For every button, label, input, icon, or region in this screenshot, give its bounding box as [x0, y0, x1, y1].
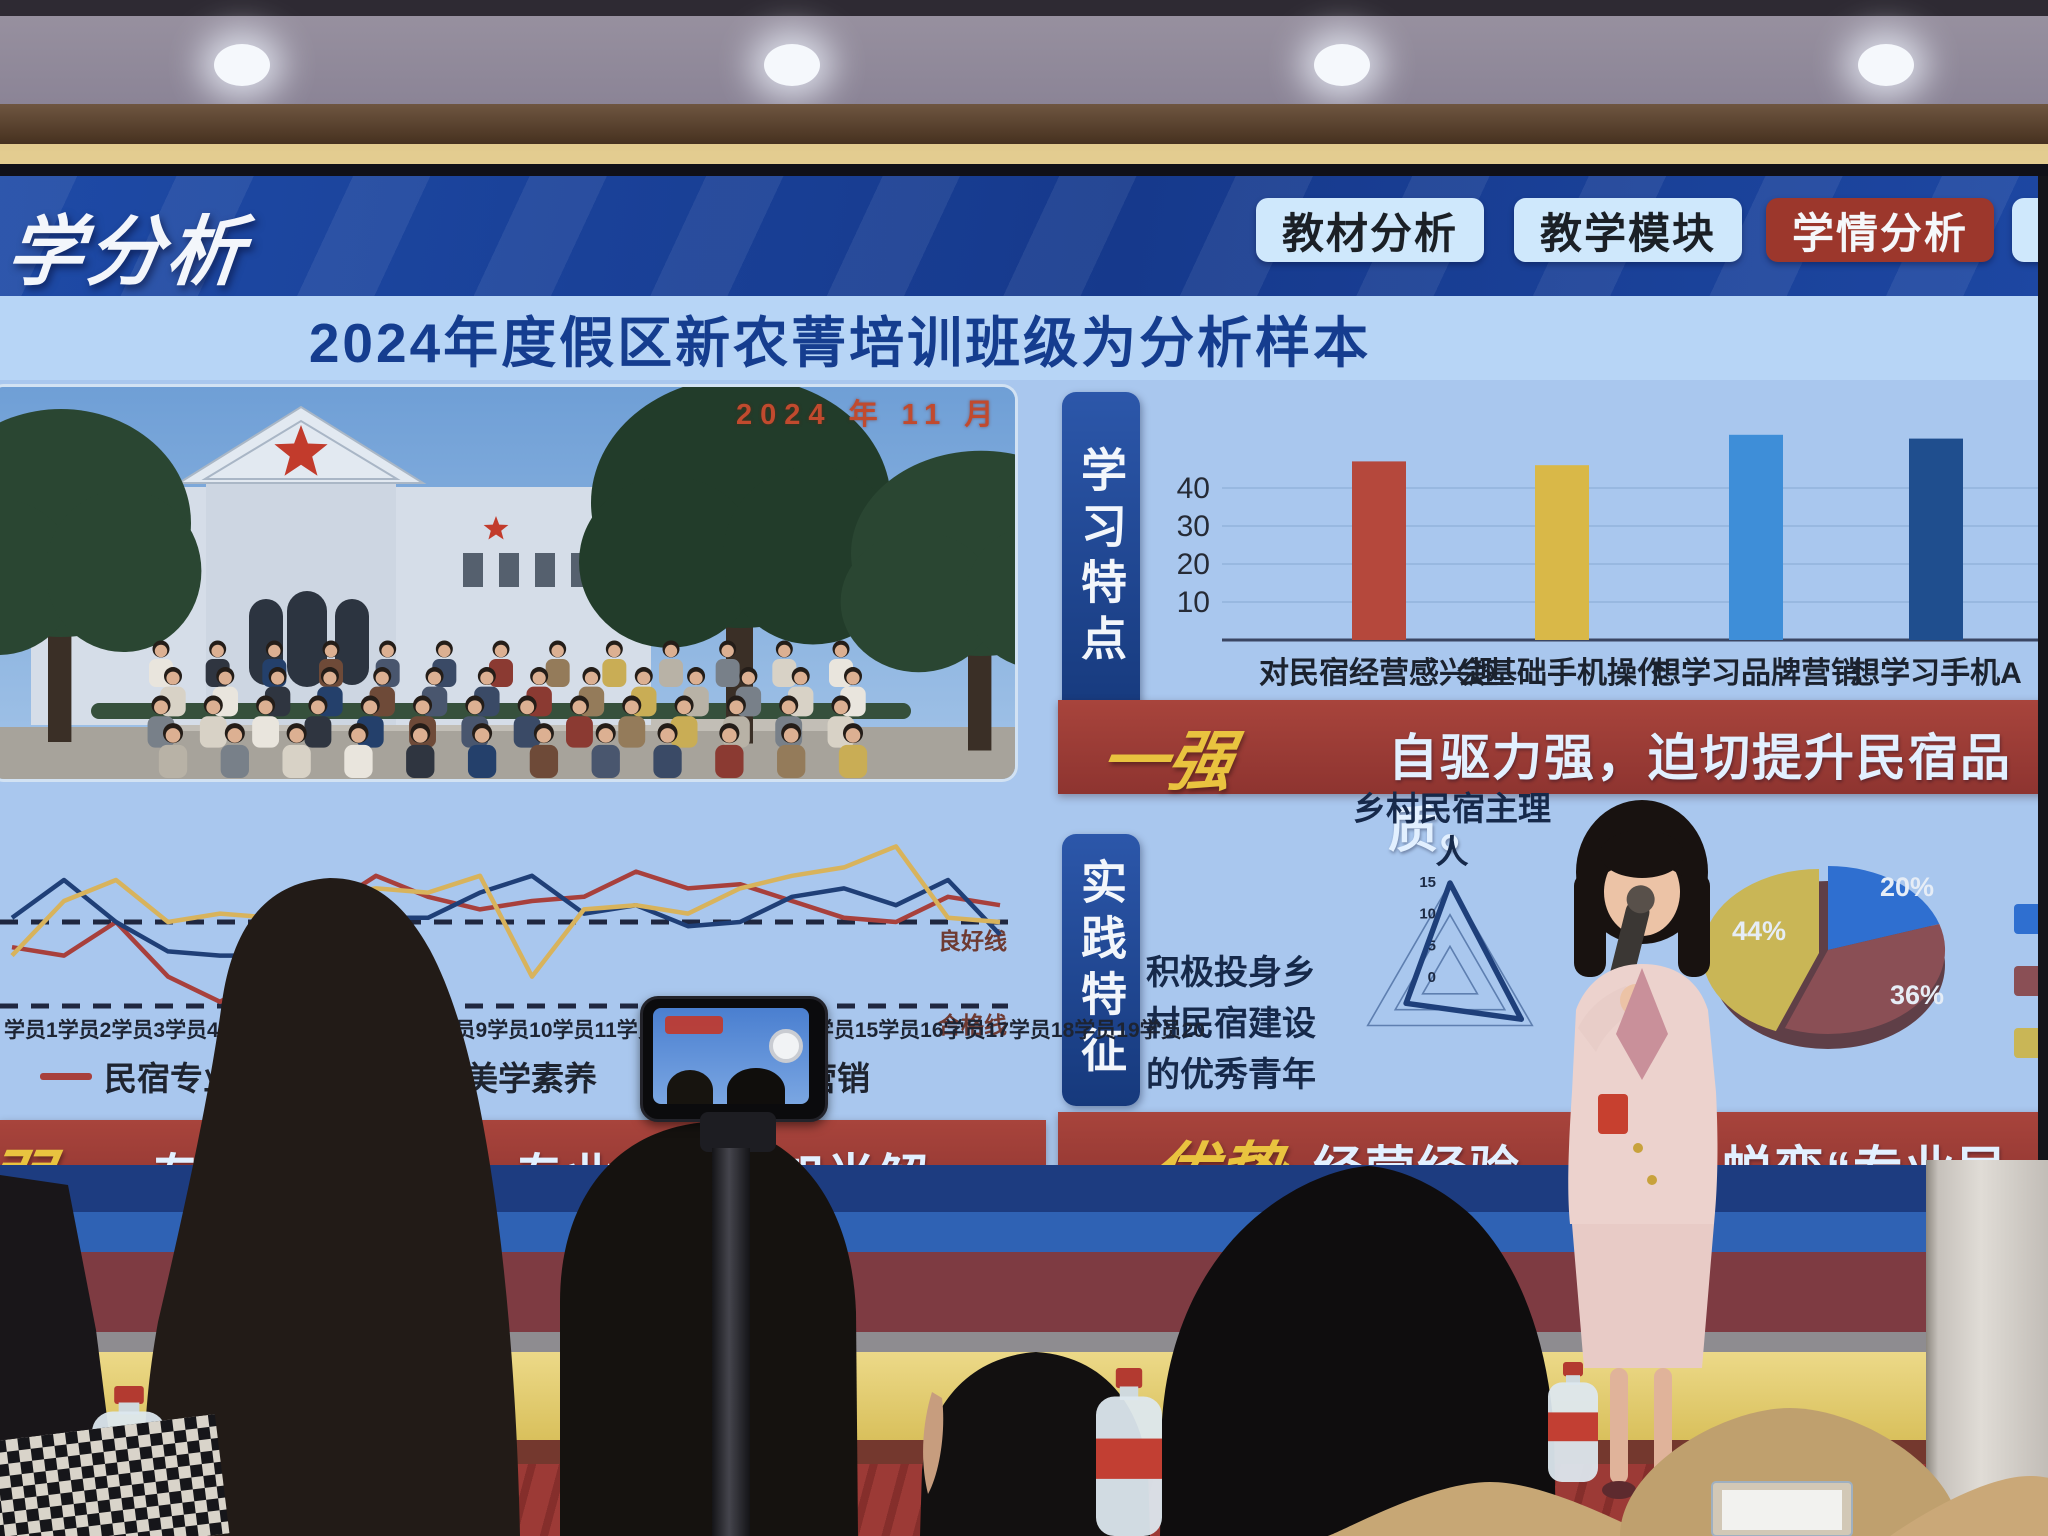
svg-text:40: 40 [1177, 472, 1210, 505]
radar-axis-label: 乡村民宿主理人 [1353, 790, 1551, 870]
ceiling-edge [0, 0, 2048, 16]
red-star-icon [483, 516, 509, 540]
svg-text:30: 30 [1177, 510, 1210, 543]
bar-1 [1535, 465, 1589, 640]
series-2 [10, 844, 1001, 979]
x-tick-label: 学员3 [111, 1019, 166, 1042]
downlight-icon [764, 44, 820, 86]
pillar [1926, 1160, 2048, 1536]
jacket-lapel [1616, 968, 1668, 1080]
banner-strong-text: 自驱力强，迫切提升民宿品质。 [1388, 730, 2012, 858]
water-bottle [1548, 1362, 1598, 1482]
x-tick-label: 学员1 [4, 1019, 58, 1042]
presentation-screen: 学分析 教材分析 教学模块 学情分析 2024年度假区新农菁培训班级为分析样本 … [0, 176, 2048, 1332]
radar-data-polygon [1403, 880, 1525, 1022]
slide-title-band: 2024年度假区新农菁培训班级为分析样本 [0, 296, 2048, 380]
x-tick-label: 学员15 [812, 1019, 879, 1042]
bar-category-labels: 对民宿经营感兴趣 会基础手机操作 想学习品牌营销 想学习手机A [1150, 648, 2048, 692]
bar-category-label: 会基础手机操作 [1457, 657, 1667, 690]
downlight-icon [1314, 44, 1370, 86]
screen-bezel-right [2038, 176, 2048, 1332]
pie-slice-0 [1828, 866, 1940, 950]
radar-tick-label: 15 [1419, 874, 1436, 891]
svg-text:20: 20 [1177, 548, 1210, 581]
contest-badge [1598, 1094, 1628, 1134]
pie-slice-label: 20% [1880, 872, 1934, 902]
record-indicator-icon [665, 1016, 723, 1034]
downlight-icon [1858, 44, 1914, 86]
tab-learner-analysis-active: 学情分析 [1766, 198, 1995, 262]
side-tab-learning-traits: 学习特点 [1062, 392, 1140, 724]
reference-line-label: 合格线 [938, 1012, 1007, 1038]
audience-big-figure [1160, 1166, 1556, 1536]
chair-back [1325, 1482, 1655, 1536]
x-tick-label: 学员16 [878, 1019, 944, 1042]
series-0 [11, 869, 1001, 1005]
practice-pie-chart: 20% 36% 44% [1701, 866, 1946, 1049]
downlight-icon [214, 44, 270, 86]
practice-note: 积极投身乡村民宿建设的优秀青年 [1146, 954, 1316, 1094]
wall-trim [0, 104, 2048, 144]
bar-category-label: 对民宿经营感兴趣 [1259, 657, 1499, 690]
slide-title: 2024年度假区新农菁培训班级为分析样本 [308, 312, 1372, 374]
tripod-pole [712, 1148, 750, 1536]
x-tick-label: 学员10 [487, 1019, 553, 1042]
x-tick-label: 学员4 [165, 1019, 219, 1042]
chair-back [1890, 1476, 2048, 1536]
ceiling [0, 16, 2048, 104]
group-photo-panel: 2024 年 11 月 [0, 384, 1018, 782]
side-tab-practice-traits: 实践特征 [1062, 834, 1140, 1106]
audience-long-hair-woman [144, 878, 520, 1536]
group-photo-scene [0, 387, 1015, 779]
x-tick-label: 学员2 [57, 1019, 112, 1042]
bar-category-label: 想学习品牌营销 [1651, 657, 1861, 690]
radar-tick-label: 5 [1428, 937, 1436, 954]
bar-3 [1909, 438, 1963, 640]
x-tick-label: 学员11 [552, 1019, 617, 1042]
pie-slice-1 [1784, 924, 1946, 1035]
presenter [1568, 800, 1718, 1499]
tab-teaching-modules: 教学模块 [1514, 198, 1743, 262]
screen-bezel-top [0, 164, 2048, 176]
presenter-skirt [1572, 1224, 1714, 1368]
pie-slice-2 [1701, 869, 1819, 1032]
red-star-icon [274, 425, 328, 476]
practice-radar-chart: 15 10 5 0 [1366, 874, 1534, 1027]
bar-category-label: 想学习手机A [1850, 657, 2022, 690]
chair-back [1620, 1408, 1960, 1536]
x-tick-label: 学员18 [1008, 1019, 1075, 1042]
microphone-icon [1610, 885, 1655, 986]
series-1 [10, 873, 1002, 988]
camera-button-icon [769, 1029, 803, 1063]
tripod-clamp [700, 1112, 776, 1152]
x-tick-label: 学员19 [1074, 1019, 1140, 1042]
pie-slice-label: 44% [1732, 916, 1786, 946]
bar-2 [1729, 434, 1783, 640]
banner-strong: 一强 自驱力强，迫切提升民宿品质。 [1058, 700, 2048, 858]
water-bottle [1096, 1368, 1162, 1536]
radar-tick-label: 10 [1419, 906, 1436, 923]
learning-bar-chart: 10 20 30 40 [1177, 434, 2046, 642]
legend-line-swatch [40, 1072, 92, 1080]
radar-tick-label: 0 [1428, 969, 1436, 986]
svg-text:10: 10 [1177, 586, 1210, 619]
recording-phone [640, 996, 828, 1122]
tab-textbook-analysis: 教材分析 [1256, 198, 1485, 262]
x-tick-label: 学员20 [1139, 1019, 1205, 1042]
audience-center-man [560, 1122, 858, 1536]
crowd [147, 640, 868, 778]
pie-slice-label: 36% [1890, 980, 1944, 1010]
bar-0 [1352, 461, 1406, 640]
x-tick-label: 学员17 [943, 1019, 1009, 1042]
photo-date-overlay: 2024 年 11 月 [736, 399, 1002, 431]
audience-right-man [920, 1352, 1150, 1536]
